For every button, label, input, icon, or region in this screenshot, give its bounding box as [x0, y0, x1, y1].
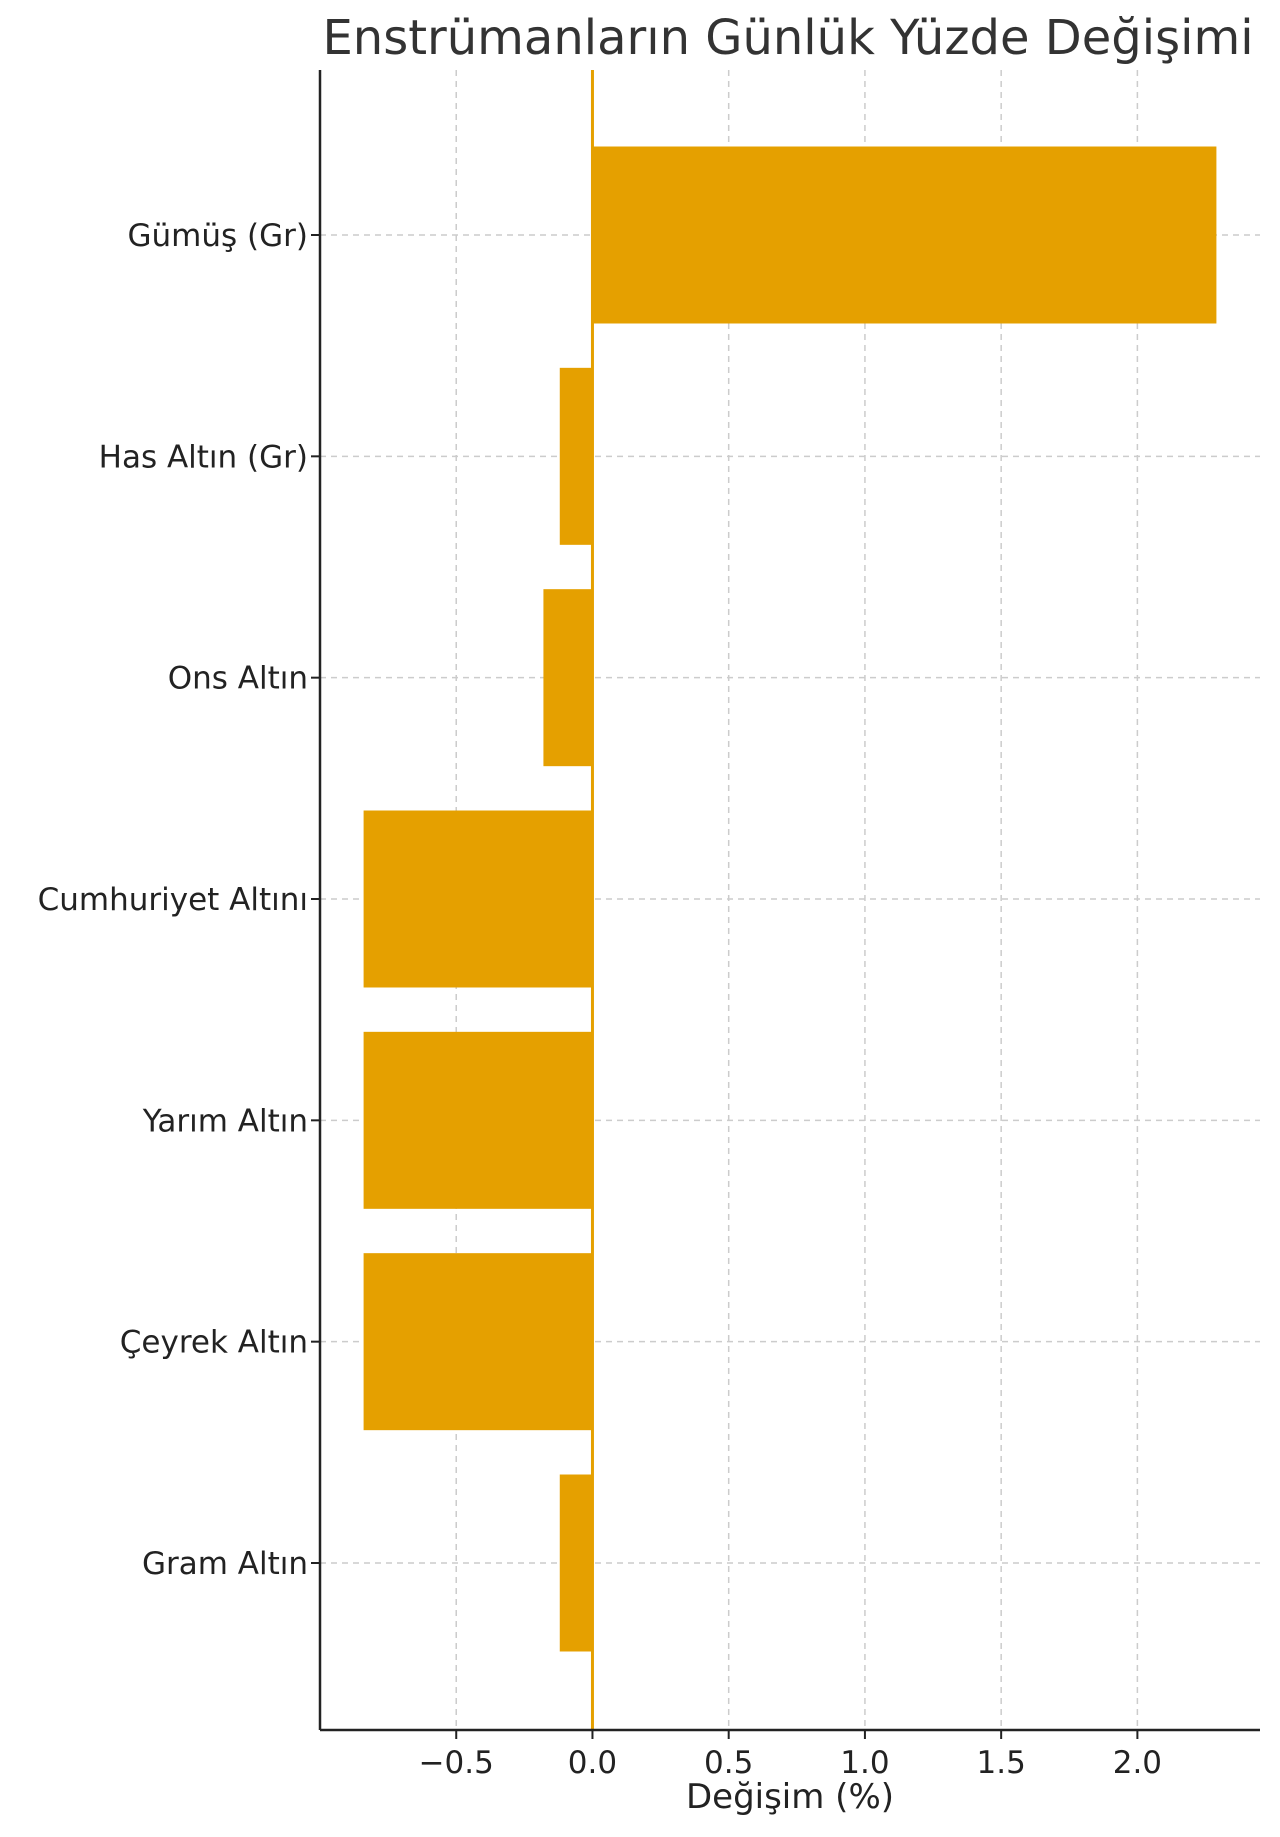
y-tick-label: Has Altın (Gr) [99, 439, 308, 475]
y-tick-label: Gram Altın [142, 1546, 308, 1582]
bar [363, 810, 593, 988]
x-tick-label: −0.5 [419, 1745, 494, 1781]
bar [363, 1253, 593, 1431]
x-axis-label: Değişim (%) [686, 1777, 894, 1817]
x-tick-label: 1.5 [977, 1745, 1026, 1781]
bars [363, 70, 1217, 1730]
x-tick-label: 2.0 [1113, 1745, 1162, 1781]
bar [592, 146, 1217, 324]
y-tick-label: Çeyrek Altın [120, 1325, 308, 1361]
bar [559, 367, 593, 545]
y-ticks: Gümüş (Gr) Has Altın (Gr) Ons Altın Cumhuri… [38, 218, 320, 1582]
y-tick-label: Ons Altın [168, 661, 308, 697]
x-ticks: −0.5 0.0 0.5 1.0 1.5 2.0 [419, 1730, 1162, 1781]
y-tick-label: Yarım Altın [142, 1103, 308, 1139]
x-tick-label: 0.0 [568, 1745, 617, 1781]
bar [559, 1474, 593, 1652]
y-tick-label: Cumhuriyet Altını [38, 882, 308, 918]
x-tick-label: 0.5 [704, 1745, 753, 1781]
chart-title: Enstrümanların Günlük Yüzde Değişimi [322, 10, 1253, 66]
y-tick-label: Gümüş (Gr) [128, 218, 308, 254]
bar [363, 1031, 593, 1209]
bar [543, 589, 593, 767]
x-tick-label: 1.0 [840, 1745, 889, 1781]
